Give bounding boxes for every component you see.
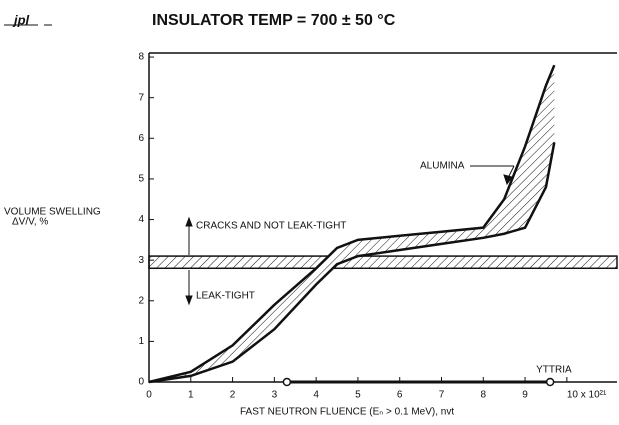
y-tick-label: 8 xyxy=(138,52,144,63)
y-tick-label: 2 xyxy=(138,295,144,306)
yttria-point xyxy=(545,377,555,387)
x-tick-label: 4 xyxy=(313,390,319,401)
alumina-upper xyxy=(148,64,556,384)
alumina-lower xyxy=(148,142,556,384)
x-tick-label: 2 xyxy=(230,390,236,401)
annotation-arrows xyxy=(185,165,515,306)
x-tick-label: 6 xyxy=(397,390,403,401)
logo: jpl xyxy=(4,12,52,27)
annotation: LEAK-TIGHT xyxy=(196,291,255,302)
x-tick-label: 7 xyxy=(439,390,445,401)
logo-text: jpl xyxy=(12,12,30,27)
x-tick-label: 1 xyxy=(188,390,194,401)
x-tick-label: 5 xyxy=(355,390,361,401)
y-tick-label: 7 xyxy=(138,92,144,103)
y-tick-label: 5 xyxy=(138,174,144,185)
x-tick-label: 3 xyxy=(272,390,278,401)
x-tick-label: 9 xyxy=(522,390,528,401)
y-tick-label: 0 xyxy=(138,377,144,388)
y-tick-label: 4 xyxy=(138,214,144,225)
y-axis-label: VOLUME SWELLING xyxy=(4,207,101,218)
y-axis-label: ΔV/V, % xyxy=(12,217,48,228)
y-tick-label: 1 xyxy=(138,336,144,347)
threshold-band xyxy=(148,255,618,270)
x-tick-label: 8 xyxy=(481,390,487,401)
annotation: CRACKS AND NOT LEAK-TIGHT xyxy=(196,221,346,232)
y-tick-label: 3 xyxy=(138,255,144,266)
series-label: YTTRIA xyxy=(536,365,572,376)
x-tick-label: 10 x 10²¹ xyxy=(567,390,607,401)
chart-title: INSULATOR TEMP = 700 ± 50 °C xyxy=(152,12,396,29)
x-tick-label: 0 xyxy=(146,390,152,401)
yttria-point xyxy=(282,377,292,387)
y-tick-label: 6 xyxy=(138,133,144,144)
series-label: ALUMINA xyxy=(420,161,465,172)
x-axis-label: FAST NEUTRON FLUENCE (Eₙ > 0.1 MeV), nvt xyxy=(240,407,454,418)
